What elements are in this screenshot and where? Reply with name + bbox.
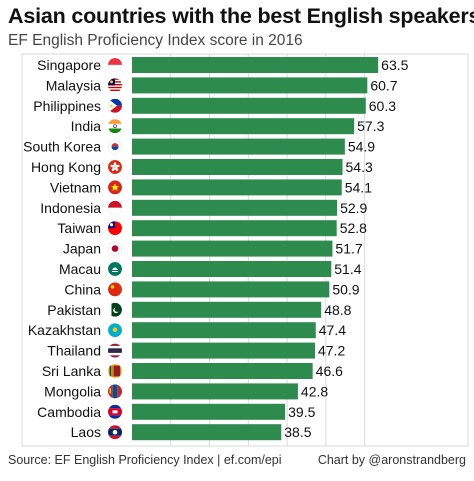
category-label: Pakistan — [47, 302, 101, 318]
bar — [132, 118, 355, 135]
flag-philippines-icon — [108, 98, 122, 113]
flag-macau-icon — [108, 262, 122, 276]
value-label: 51.4 — [334, 261, 361, 277]
bar — [132, 57, 379, 73]
bar — [132, 138, 345, 155]
bar — [132, 179, 342, 196]
bar — [132, 220, 337, 237]
bar — [132, 342, 315, 359]
flag-kazakhstan-icon — [108, 323, 122, 338]
chart-credit: Chart by @aronstrandberg — [317, 453, 466, 467]
flag-malaysia-icon — [108, 78, 122, 91]
value-label: 46.6 — [316, 363, 343, 379]
flag-south-korea-icon — [108, 139, 122, 154]
category-label: Kazakhstan — [28, 322, 101, 338]
flag-laos-icon — [108, 425, 122, 440]
category-label: Cambodia — [37, 404, 101, 420]
bar — [132, 77, 368, 94]
value-label: 54.3 — [346, 159, 373, 175]
bar — [132, 424, 282, 441]
category-label: India — [71, 118, 102, 134]
flag-pakistan-icon — [108, 302, 122, 317]
value-label: 50.9 — [332, 281, 359, 297]
category-label: Hong Kong — [31, 159, 101, 175]
value-label: 47.2 — [318, 343, 345, 359]
value-label: 52.8 — [340, 220, 367, 236]
bar — [132, 301, 322, 318]
category-label: Japan — [63, 241, 101, 257]
flag-thailand-icon — [108, 343, 122, 358]
value-label: 42.8 — [301, 383, 328, 399]
bar — [132, 97, 366, 114]
bar — [132, 159, 343, 175]
category-label: Taiwan — [57, 220, 101, 236]
bar — [132, 240, 333, 257]
value-label: 54.9 — [348, 139, 375, 155]
bar — [132, 403, 286, 420]
value-label: 48.8 — [324, 302, 351, 318]
category-label: Indonesia — [40, 200, 101, 216]
flag-cambodia-icon — [108, 404, 122, 419]
category-label: South Korea — [23, 139, 101, 155]
flag-india-icon — [108, 119, 122, 134]
flag-vietnam-icon — [108, 180, 122, 195]
bar — [132, 363, 313, 379]
category-label: Mongolia — [44, 383, 101, 399]
value-label: 51.7 — [335, 241, 362, 257]
category-label: Thailand — [47, 343, 101, 359]
category-label: China — [64, 281, 101, 297]
value-label: 39.5 — [288, 404, 315, 420]
value-label: 57.3 — [357, 118, 384, 134]
flag-mongolia-icon — [108, 384, 122, 399]
value-label: 60.7 — [370, 77, 397, 93]
bar — [132, 281, 330, 298]
category-label: Sri Lanka — [42, 363, 101, 379]
flag-singapore-icon — [108, 58, 122, 72]
value-label: 38.5 — [284, 424, 311, 440]
category-label: Vietnam — [50, 179, 101, 195]
flag-japan-icon — [108, 241, 122, 256]
bar — [132, 383, 298, 400]
flag-indonesia-icon — [108, 200, 122, 215]
value-label: 52.9 — [340, 200, 367, 216]
bar — [132, 322, 316, 339]
category-label: Malaysia — [46, 77, 101, 93]
flag-hong-kong-icon — [108, 160, 122, 174]
value-label: 54.1 — [345, 179, 372, 195]
flag-china-icon — [108, 282, 122, 297]
source-note: Source: EF English Proficiency Index | e… — [8, 453, 282, 467]
plot-frame — [21, 53, 469, 447]
category-label: Singapore — [37, 57, 101, 73]
category-label: Macau — [59, 261, 101, 277]
chart-title: Asian countries with the best English sp… — [8, 4, 474, 28]
value-label: 47.4 — [319, 322, 346, 338]
flag-sri-lanka-icon — [108, 364, 122, 378]
flag-taiwan-icon — [108, 221, 122, 236]
chart-subtitle: EF English Proficiency Index score in 20… — [8, 32, 303, 49]
value-label: 63.5 — [381, 57, 408, 73]
bar — [132, 261, 332, 277]
category-label: Philippines — [33, 98, 101, 114]
bar — [132, 199, 338, 216]
value-label: 60.3 — [369, 98, 396, 114]
category-label: Laos — [71, 424, 101, 440]
